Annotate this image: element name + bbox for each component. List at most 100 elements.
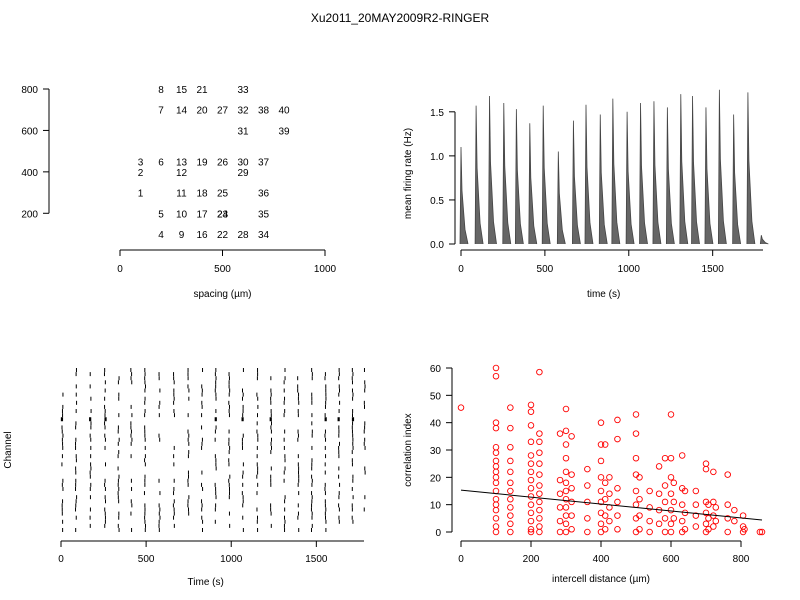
x-tick-label: 400 [593, 554, 610, 565]
y-tick-label: 0.5 [430, 196, 444, 207]
data-point [556, 517, 564, 525]
data-point [568, 433, 575, 440]
data-point [507, 495, 514, 503]
data-point [692, 501, 700, 508]
data-point [536, 506, 543, 514]
y-tick-label: 200 [21, 209, 38, 220]
data-point [724, 515, 731, 522]
electrode-label: 36 [258, 189, 270, 200]
data-point [527, 501, 535, 508]
data-point [536, 449, 543, 456]
data-point [584, 515, 591, 522]
data-point [601, 479, 609, 487]
electrode-label: 38 [258, 106, 270, 117]
x-axis-label: intercell distance (µm) [552, 574, 650, 585]
data-point [568, 485, 575, 492]
data-point [492, 474, 500, 481]
data-point [601, 512, 609, 519]
data-point [597, 419, 605, 426]
electrode-label: 2 [138, 168, 144, 179]
data-point [614, 416, 621, 424]
data-point [646, 504, 653, 511]
electrode-label: 4 [158, 230, 164, 241]
data-point [492, 449, 500, 456]
data-point [632, 501, 640, 508]
data-point [678, 501, 686, 508]
data-point [556, 504, 564, 511]
data-point [584, 528, 591, 536]
data-point [705, 526, 712, 533]
burst-spike [556, 151, 566, 245]
data-point [584, 482, 591, 489]
electrode-label: 23 [217, 209, 229, 220]
data-point [741, 526, 748, 533]
data-point [670, 498, 678, 506]
electrode-label: 32 [237, 106, 249, 117]
data-point [584, 465, 591, 473]
y-tick-label: 800 [21, 85, 38, 96]
y-axis-label: correlation index [403, 413, 414, 486]
x-tick-label: 500 [214, 264, 231, 275]
data-point [661, 515, 669, 522]
electrode-label: 10 [176, 209, 188, 220]
data-point [646, 517, 653, 525]
burst-spike [611, 98, 621, 245]
data-point [712, 504, 720, 511]
electrode-label: 15 [176, 85, 188, 96]
electrode-label: 30 [237, 158, 249, 169]
data-point [492, 528, 500, 536]
data-point [527, 460, 535, 467]
data-point [507, 444, 514, 451]
data-point [562, 479, 570, 487]
burst-spike [572, 120, 581, 245]
spike-raster-panel: 0 500 1000 1500 Time (s) Channel [3, 368, 366, 588]
electrode-label: 29 [237, 168, 249, 179]
data-point [667, 528, 675, 536]
data-point [702, 460, 710, 467]
data-point [507, 520, 514, 528]
y-tick-label: 0.0 [430, 240, 444, 251]
data-point [536, 430, 543, 437]
data-point [614, 526, 621, 533]
x-tick-label: 200 [523, 554, 540, 565]
x-tick-label: 1000 [314, 264, 337, 275]
electrode-label: 19 [196, 158, 208, 169]
data-point [597, 441, 605, 448]
data-point [536, 368, 543, 376]
data-point [527, 528, 535, 536]
data-point [614, 512, 621, 519]
data-point [457, 404, 465, 411]
electrode-label: 20 [196, 106, 208, 117]
burst-spike [584, 104, 594, 245]
data-point [667, 411, 675, 418]
burst-spike [732, 114, 742, 245]
data-point [536, 528, 543, 536]
electrode-label: 3 [138, 158, 144, 169]
data-point [492, 506, 500, 514]
data-point [562, 487, 570, 495]
burst-spike [652, 101, 662, 245]
x-tick-label: 0 [458, 554, 464, 565]
data-point [705, 515, 712, 522]
data-point [601, 441, 609, 448]
data-point [527, 476, 535, 484]
data-point [724, 528, 731, 536]
y-tick-label: 600 [21, 126, 38, 137]
data-point [692, 523, 700, 530]
data-point [492, 501, 500, 508]
data-point [692, 487, 700, 495]
data-point [702, 520, 710, 528]
data-point [667, 474, 675, 481]
data-point [562, 495, 570, 503]
data-point [492, 364, 500, 372]
x-tick-label: 1000 [618, 264, 641, 275]
data-point [655, 490, 663, 497]
y-tick-label: 1.5 [430, 108, 444, 119]
data-point [756, 528, 764, 536]
data-point [527, 485, 535, 492]
electrode-label: 12 [176, 168, 188, 179]
y-tick-label: 40 [430, 419, 442, 430]
data-point [527, 401, 535, 409]
electrode-label: 34 [258, 230, 270, 241]
electrode-label: 40 [278, 106, 290, 117]
